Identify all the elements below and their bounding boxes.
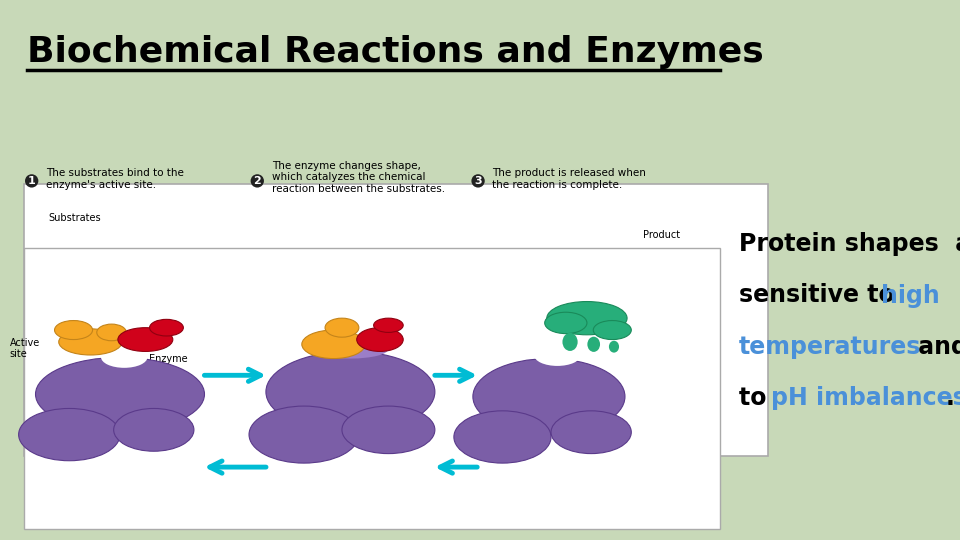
Ellipse shape	[55, 321, 92, 340]
FancyBboxPatch shape	[24, 184, 768, 456]
Ellipse shape	[59, 329, 122, 355]
Ellipse shape	[547, 301, 627, 335]
Ellipse shape	[593, 321, 632, 340]
Text: to: to	[739, 386, 775, 410]
Ellipse shape	[534, 345, 581, 366]
Text: high: high	[881, 284, 940, 307]
Text: Protein shapes  are: Protein shapes are	[739, 232, 960, 256]
Ellipse shape	[454, 411, 551, 463]
Text: Enzyme: Enzyme	[149, 354, 187, 364]
Text: The product is released when
the reaction is complete.: The product is released when the reactio…	[492, 168, 646, 190]
Ellipse shape	[18, 408, 120, 461]
Ellipse shape	[101, 347, 148, 368]
Ellipse shape	[97, 324, 127, 341]
Text: .: .	[946, 386, 954, 410]
Ellipse shape	[312, 340, 389, 359]
Text: temperatures: temperatures	[739, 335, 922, 359]
Ellipse shape	[373, 318, 403, 333]
Ellipse shape	[588, 337, 600, 352]
Text: pH imbalances: pH imbalances	[771, 386, 960, 410]
Text: The enzyme changes shape,
which catalyzes the chemical
reaction between the subs: The enzyme changes shape, which catalyze…	[272, 160, 444, 194]
Text: sensitive to: sensitive to	[739, 284, 903, 307]
Ellipse shape	[113, 408, 194, 451]
Text: 2: 2	[253, 176, 261, 186]
Text: and: and	[910, 335, 960, 359]
Text: 3: 3	[474, 176, 482, 186]
Ellipse shape	[551, 411, 632, 454]
Ellipse shape	[36, 357, 204, 431]
Ellipse shape	[342, 406, 435, 454]
Text: 1: 1	[28, 176, 36, 186]
Ellipse shape	[609, 341, 619, 353]
Ellipse shape	[357, 328, 403, 352]
Text: Biochemical Reactions and Enzymes: Biochemical Reactions and Enzymes	[27, 35, 763, 69]
Text: Active
site: Active site	[10, 338, 40, 359]
FancyBboxPatch shape	[24, 248, 720, 529]
Text: The substrates bind to the
enzyme's active site.: The substrates bind to the enzyme's acti…	[46, 168, 184, 190]
Text: Substrates: Substrates	[48, 213, 101, 224]
Ellipse shape	[118, 328, 173, 352]
Ellipse shape	[150, 319, 183, 336]
Ellipse shape	[301, 330, 365, 359]
Ellipse shape	[325, 318, 359, 337]
Ellipse shape	[249, 406, 359, 463]
Ellipse shape	[473, 359, 625, 435]
Text: Product: Product	[643, 230, 681, 240]
Ellipse shape	[266, 352, 435, 432]
Ellipse shape	[563, 333, 578, 351]
Ellipse shape	[544, 312, 587, 334]
